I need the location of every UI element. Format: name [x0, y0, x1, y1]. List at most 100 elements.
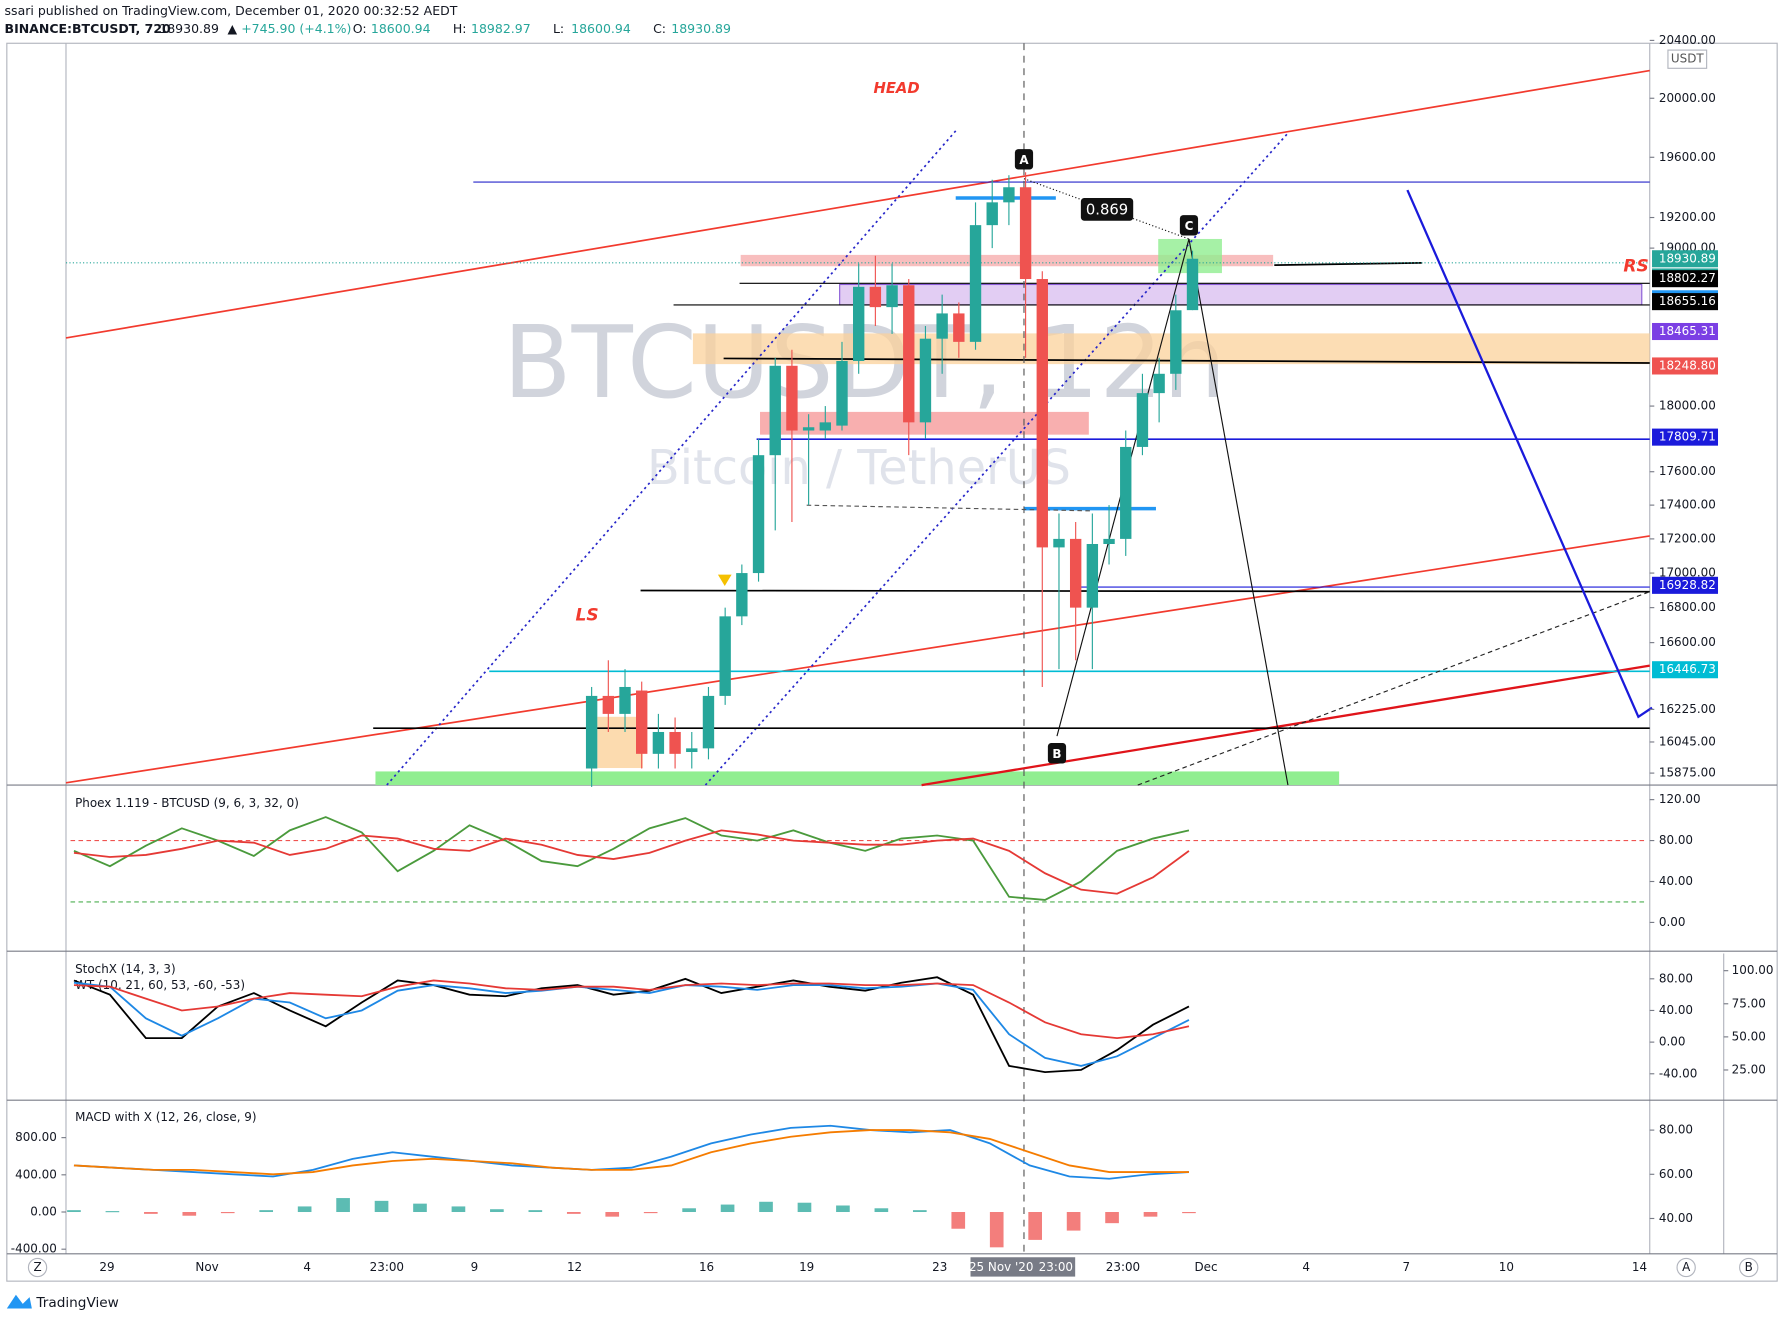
- y2-tick-label: 75.00: [1732, 996, 1766, 1010]
- indicator-line: [73, 816, 1190, 901]
- candle-body: [686, 748, 698, 753]
- histogram-bar: [912, 1210, 927, 1213]
- price-tag: [1652, 322, 1719, 341]
- histogram-bar: [182, 1212, 197, 1216]
- candle-body: [903, 285, 915, 423]
- histogram-bar: [836, 1205, 850, 1213]
- x-tick-label: Dec: [1194, 1260, 1217, 1274]
- x-tick-label: 16: [699, 1260, 714, 1274]
- level: [640, 589, 1650, 593]
- y-tick-label: 16800.00: [1659, 600, 1716, 614]
- y-tick-label: 18000.00: [1659, 399, 1716, 413]
- candle-body: [936, 313, 948, 339]
- histogram-bar: [413, 1203, 427, 1213]
- button[interactable]: [27, 1257, 48, 1278]
- indicator-line: [73, 1129, 1189, 1176]
- indicator-line: [73, 976, 1190, 1074]
- histogram-bar: [1143, 1212, 1158, 1217]
- y2-tick-label: 40.00: [1659, 1211, 1693, 1225]
- price-tag: [1652, 428, 1719, 446]
- watermark-sub: Bitcoin / TetherUS: [647, 441, 1071, 496]
- price-tag: [1652, 250, 1719, 268]
- indicator-line: [73, 979, 1190, 1040]
- button-label[interactable]: B: [1745, 1260, 1753, 1274]
- ohlc-value: 18600.94: [371, 21, 431, 36]
- point-c: C: [1185, 219, 1194, 233]
- y-tick-label: 0.00: [1659, 915, 1686, 929]
- x-tick-label: 4: [303, 1260, 311, 1274]
- last-price: 18930.89: [159, 21, 219, 36]
- change-arrow: ▲: [228, 21, 238, 36]
- histogram-bar: [1028, 1212, 1042, 1240]
- zone: [375, 771, 1340, 786]
- y-tick-label: 0.00: [1659, 1035, 1686, 1049]
- histogram-bar: [797, 1202, 812, 1213]
- histogram-bar: [643, 1212, 658, 1214]
- y2-tick-label: 25.00: [1732, 1062, 1766, 1076]
- y2-tick-label: 60.00: [1659, 1167, 1693, 1181]
- button[interactable]: [1676, 1257, 1696, 1278]
- candle-body: [652, 731, 665, 754]
- point-badge: [1047, 742, 1067, 764]
- histogram-bar: [67, 1210, 81, 1213]
- candle-body: [1153, 373, 1165, 394]
- indicator-line: [73, 981, 1190, 1067]
- pane-title: StochX (14, 3, 3): [75, 962, 176, 976]
- y-tick-label: 19200.00: [1659, 210, 1716, 224]
- trendline: [704, 132, 1289, 786]
- y2-tick-label: 50.00: [1732, 1029, 1766, 1043]
- x-tick-label: Nov: [195, 1260, 218, 1274]
- y-tick-label: -400.00: [11, 1242, 57, 1256]
- y-tick-label: 800.00: [15, 1130, 57, 1144]
- y-tick-label: 120.00: [1659, 792, 1701, 806]
- candle-body: [702, 695, 715, 749]
- x-tick-label: 4: [1302, 1260, 1310, 1274]
- candle-body: [836, 360, 848, 426]
- y-tick-label: 40.00: [1659, 1003, 1693, 1017]
- candle-body: [852, 286, 865, 361]
- price-tag: [1652, 293, 1719, 311]
- button-label[interactable]: Z: [33, 1260, 41, 1274]
- axes: 20400.0020000.0019600.0019200.0019000.00…: [99, 33, 1719, 1277]
- point-badge: [1014, 149, 1034, 170]
- histogram-bar: [682, 1208, 696, 1213]
- candles: [585, 172, 1199, 787]
- histogram-bar: [989, 1212, 1004, 1248]
- candle-body: [919, 338, 932, 423]
- candle-body: [736, 573, 748, 617]
- price-tag-label: 16928.82: [1659, 578, 1716, 592]
- histogram-bar: [605, 1212, 620, 1217]
- candle-body: [769, 365, 781, 456]
- histogram-bar: [720, 1204, 735, 1213]
- button[interactable]: [1739, 1257, 1759, 1278]
- button-label[interactable]: A: [1682, 1260, 1691, 1274]
- candle-body: [969, 225, 982, 342]
- indicator-line: [73, 1124, 1190, 1180]
- trendline: [1137, 591, 1650, 786]
- histogram-bar: [951, 1212, 966, 1229]
- currency-badge: [1667, 49, 1708, 69]
- histogram-bar: [566, 1212, 581, 1214]
- histogram-bar: [451, 1206, 466, 1213]
- ohlc-label: H:: [453, 21, 467, 36]
- price-tag-label: 16446.73: [1659, 662, 1716, 676]
- histogram-bar: [1066, 1212, 1081, 1231]
- candle-body: [1086, 543, 1099, 608]
- candle-body: [619, 686, 631, 714]
- histogram-bar: [874, 1208, 889, 1213]
- ohlc-value: 18600.94: [571, 21, 631, 36]
- candle-body: [669, 731, 681, 754]
- zone: [740, 254, 1274, 267]
- y-tick-label: 16600.00: [1659, 635, 1716, 649]
- y-tick-label: -40.00: [1659, 1066, 1697, 1080]
- histogram-bar: [336, 1198, 350, 1213]
- price-tag-label: 18465.31: [1659, 324, 1716, 338]
- trendline: [921, 664, 1650, 787]
- x-tick-label: 25 Nov '20: [969, 1260, 1034, 1274]
- y-tick-label: 17600.00: [1659, 464, 1716, 478]
- signal-marker: [717, 574, 732, 586]
- candle-body: [1053, 538, 1065, 548]
- x-tick-label: 29: [99, 1260, 114, 1274]
- candle-body: [752, 455, 765, 574]
